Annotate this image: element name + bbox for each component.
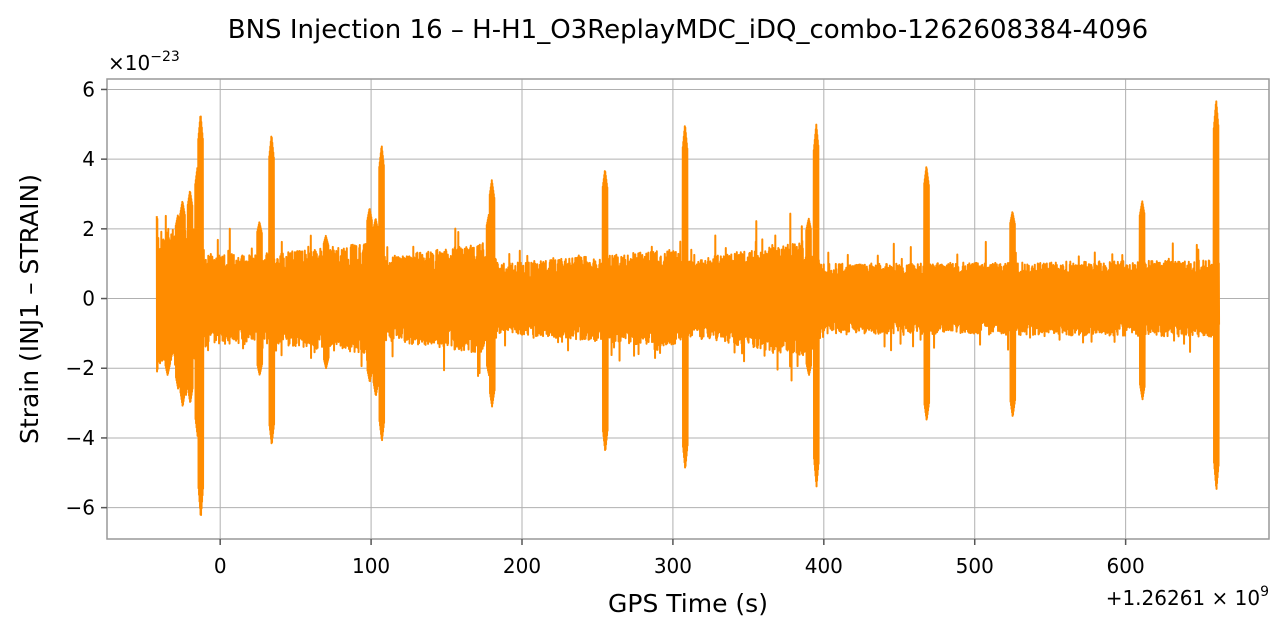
y-tick-label: −4 [66, 426, 95, 450]
x-tick-label: 300 [654, 554, 692, 578]
plot-area [155, 100, 1221, 516]
x-tick-label: 400 [805, 554, 843, 578]
y-scale-label: ×10−23 [108, 49, 180, 75]
x-tick-label: 0 [214, 554, 227, 578]
x-tick-label: 100 [352, 554, 390, 578]
x-axis: 0 100 200 300 400 500 600 [214, 539, 1145, 578]
y-tick-label: 4 [82, 147, 95, 171]
x-axis-label: GPS Time (s) [608, 589, 768, 618]
x-tick-label: 500 [956, 554, 994, 578]
plot-frame [106, 78, 1270, 540]
x-tick-label: 600 [1107, 554, 1145, 578]
strain-series-line [155, 100, 1221, 516]
y-axis: −6 −4 −2 0 2 4 6 [66, 77, 107, 520]
y-tick-label: −2 [66, 356, 95, 380]
x-tick-label: 200 [503, 554, 541, 578]
x-offset-label: +1.26261 × 109 [1106, 584, 1269, 610]
y-tick-label: 0 [82, 287, 95, 311]
y-tick-label: 2 [82, 217, 95, 241]
y-tick-label: 6 [82, 77, 95, 101]
y-axis-label: Strain (INJ1 – STRAIN) [15, 174, 44, 444]
chart-title: BNS Injection 16 – H-H1_O3ReplayMDC_iDQ_… [228, 15, 1148, 45]
y-tick-label: −6 [66, 496, 95, 520]
